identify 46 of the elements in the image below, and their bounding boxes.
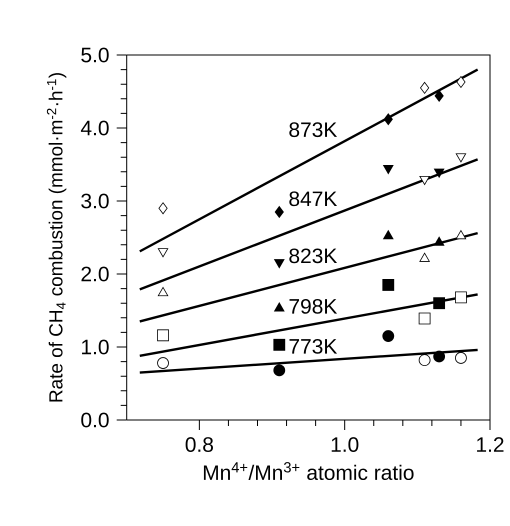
point xyxy=(455,291,467,304)
point xyxy=(433,297,446,310)
point xyxy=(418,312,431,324)
point xyxy=(456,230,466,240)
x-tick-label: 1.2 xyxy=(477,437,504,452)
point xyxy=(274,206,284,218)
point xyxy=(434,168,444,178)
point xyxy=(434,90,444,102)
point xyxy=(274,302,284,312)
series-label: 847K xyxy=(289,191,338,206)
y-axis-title: Rate of CH$_{4}$ combustion (mmol·m$^{-2}$·h$^{-1}$) xyxy=(46,73,66,402)
point xyxy=(456,76,466,88)
y-tick-label: 3.0 xyxy=(81,194,109,208)
point xyxy=(382,330,394,342)
point xyxy=(158,287,168,296)
point xyxy=(419,252,430,262)
point xyxy=(383,165,394,174)
series-label: 798K xyxy=(290,298,338,314)
point xyxy=(420,82,430,94)
y-tick-label: 0.0 xyxy=(81,412,109,428)
point xyxy=(274,259,284,268)
point xyxy=(384,113,393,126)
point xyxy=(273,338,286,351)
point xyxy=(157,357,169,369)
series-label: 773K xyxy=(290,338,338,354)
point xyxy=(419,176,430,185)
point xyxy=(158,248,168,258)
point xyxy=(383,230,394,240)
point xyxy=(434,236,444,246)
point xyxy=(158,202,168,214)
series-label: 823K xyxy=(289,248,338,264)
point xyxy=(382,279,394,291)
point xyxy=(433,350,446,362)
series-label: 873K xyxy=(289,122,338,138)
x-tick-label: 1.0 xyxy=(332,437,358,452)
y-tick-label: 5.0 xyxy=(81,48,109,62)
x-axis-title: Mn$^{4+}$/Mn$^{3+}$ atomic ratio xyxy=(204,462,414,480)
point xyxy=(456,153,466,162)
y-tick-label: 1.0 xyxy=(82,340,109,354)
y-tick-label: 4.0 xyxy=(80,120,109,136)
y-tick-label: 2.0 xyxy=(81,266,109,282)
x-tick-label: 0.8 xyxy=(186,437,213,452)
point xyxy=(455,352,467,364)
point xyxy=(273,364,286,376)
point xyxy=(157,329,169,342)
point xyxy=(418,354,431,366)
